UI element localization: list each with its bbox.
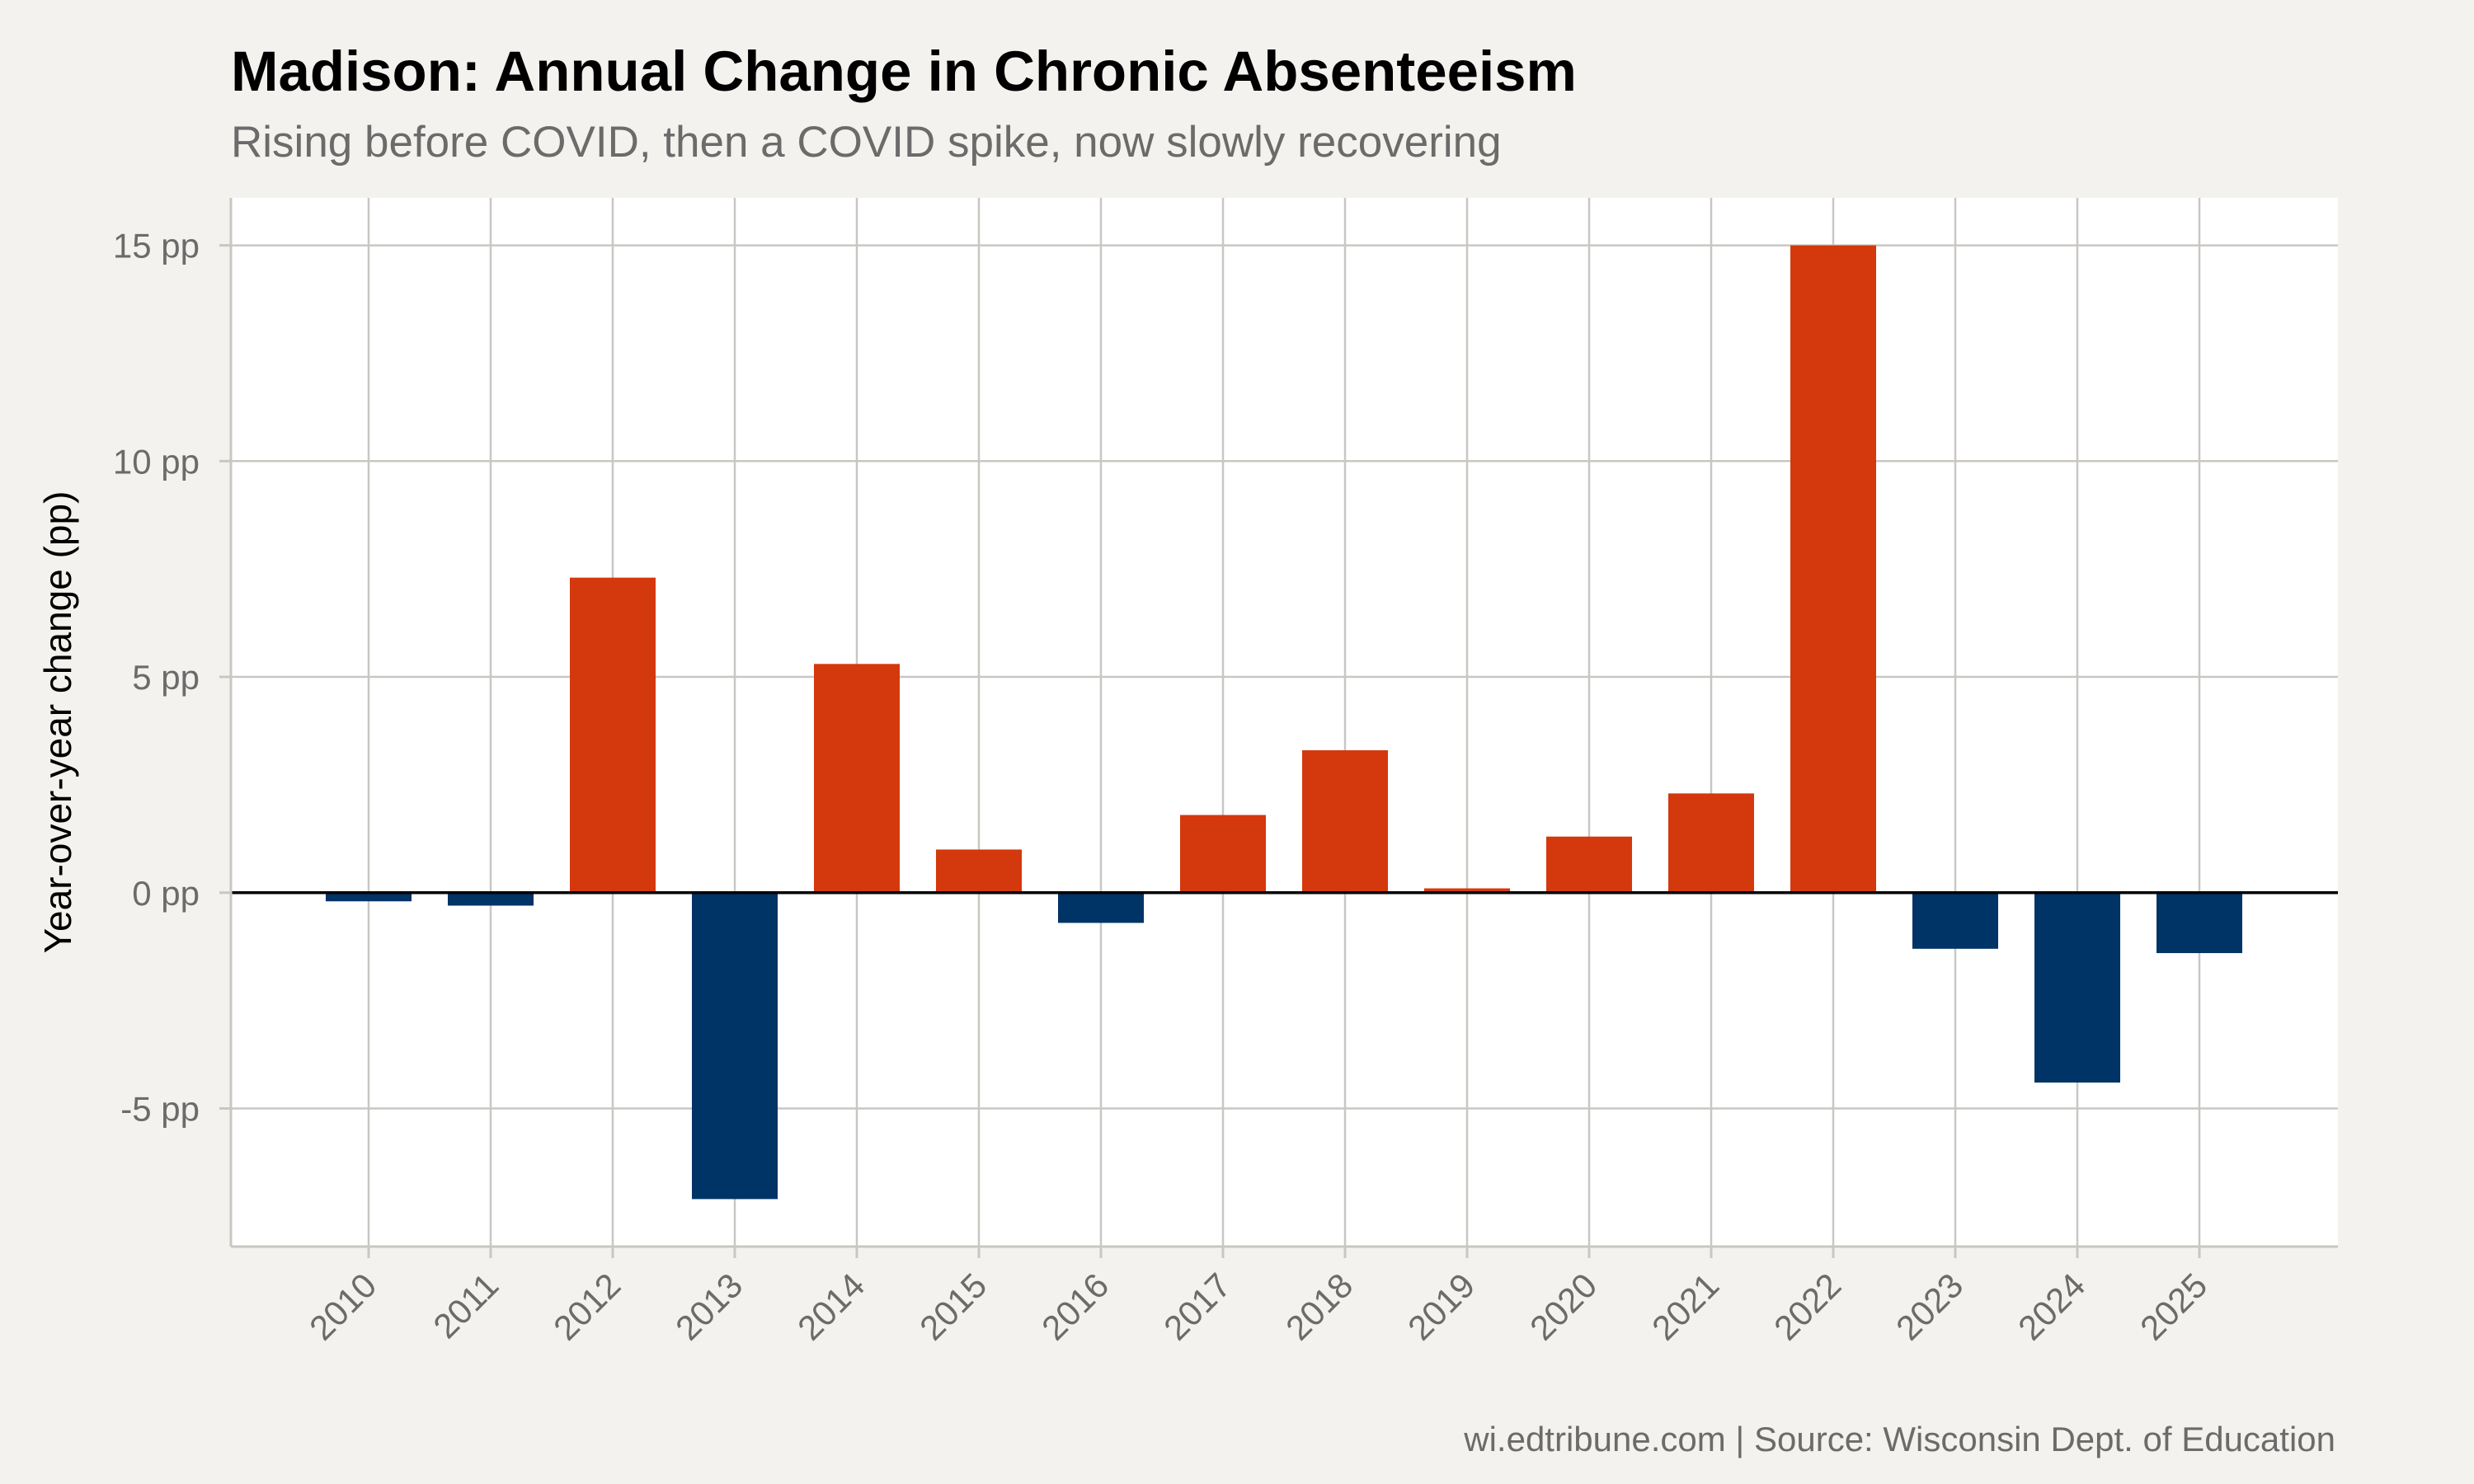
y-tick-label: 0 pp: [132, 874, 200, 913]
x-tick-label: 2021: [1644, 1266, 1726, 1347]
bar-2022: [1790, 245, 1876, 893]
bar-2025: [2157, 892, 2242, 954]
x-tick-label: 2013: [668, 1266, 750, 1347]
x-tick-label: 2014: [790, 1266, 872, 1347]
y-tick-labels: -5 pp 0 pp 5 pp 10 pp 15 pp: [113, 227, 200, 1129]
x-tick-label: 2022: [1766, 1266, 1848, 1347]
y-tick-label: 10 pp: [113, 442, 200, 481]
bar-2018: [1302, 750, 1388, 893]
chart-caption: wi.edtribune.com | Source: Wisconsin Dep…: [1463, 1420, 2335, 1458]
y-tick-label: 5 pp: [132, 658, 200, 697]
x-tick-label: 2024: [2011, 1266, 2092, 1347]
bars: [326, 245, 2242, 1200]
bar-2020: [1546, 836, 1632, 893]
x-tick-label: 2015: [912, 1266, 994, 1347]
axes: [219, 198, 2338, 1258]
x-tick-label: 2017: [1156, 1266, 1238, 1347]
bar-2024: [2034, 892, 2120, 1083]
x-tick-label: 2025: [2133, 1266, 2214, 1347]
x-tick-label: 2020: [1522, 1266, 1604, 1347]
bar-2016: [1058, 892, 1144, 923]
bar-2021: [1668, 793, 1754, 893]
bar-2015: [936, 849, 1022, 893]
x-tick-label: 2023: [1888, 1266, 1970, 1347]
bar-2013: [692, 892, 778, 1200]
bar-2023: [1912, 892, 1998, 949]
x-tick-label: 2010: [302, 1266, 383, 1347]
y-tick-label: 15 pp: [113, 227, 200, 265]
x-tick-label: 2018: [1278, 1266, 1360, 1347]
bar-2014: [814, 664, 900, 893]
bar-2019: [1424, 888, 1510, 893]
x-tick-label: 2019: [1400, 1266, 1482, 1347]
chart-subtitle: Rising before COVID, then a COVID spike,…: [231, 118, 1502, 167]
bar-2017: [1180, 815, 1266, 893]
y-axis-label: Year-over-year change (pp): [36, 491, 79, 954]
x-tick-labels: 2010 2011 2012 2013 2014 2015 2016 2017 2018 2019…: [302, 1266, 2214, 1347]
bar-2010: [326, 892, 412, 902]
bar-2012: [570, 577, 656, 893]
y-tick-label: -5 pp: [120, 1089, 200, 1128]
x-tick-label: 2012: [546, 1266, 628, 1347]
chart-title: Madison: Annual Change in Chronic Absent…: [231, 40, 1577, 103]
plot-panel: [231, 198, 2338, 1247]
x-tick-label: 2011: [426, 1266, 506, 1345]
bar-2011: [448, 892, 534, 906]
x-tick-label: 2016: [1034, 1266, 1116, 1347]
